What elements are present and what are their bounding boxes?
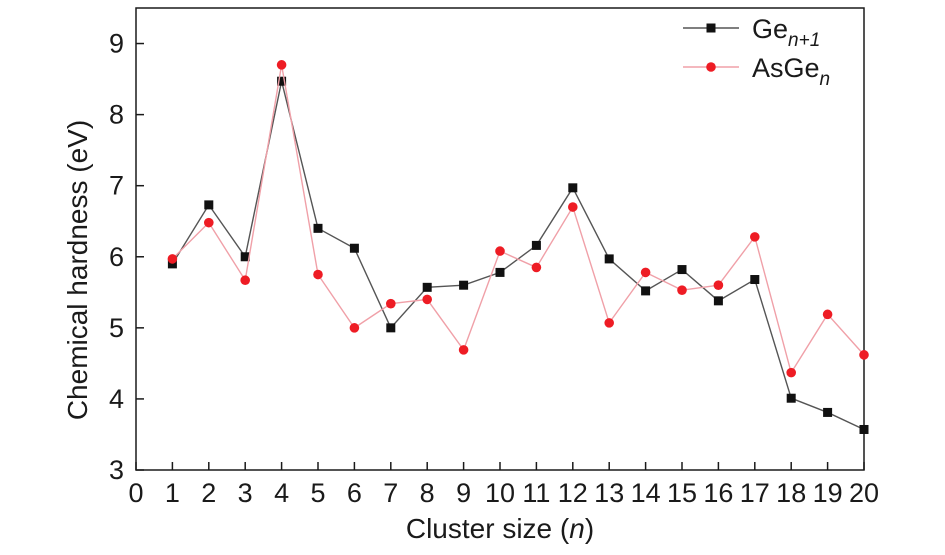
x-tick-label: 14 bbox=[631, 478, 661, 508]
data-point bbox=[786, 393, 796, 403]
x-tick-label: 12 bbox=[558, 478, 588, 508]
series-gen1 bbox=[167, 76, 869, 434]
y-tick-label: 8 bbox=[109, 100, 124, 130]
legend-label-main: Ge bbox=[752, 14, 788, 44]
data-point bbox=[786, 367, 796, 378]
x-tick-label: 17 bbox=[740, 478, 770, 508]
y-axis-title: Chemical hardness (eV) bbox=[62, 120, 93, 420]
legend-label-main: AsGe bbox=[752, 53, 820, 83]
data-point bbox=[349, 323, 360, 333]
data-point bbox=[568, 183, 578, 193]
data-point bbox=[204, 217, 214, 228]
data-point bbox=[240, 252, 250, 262]
x-tick-label: 6 bbox=[347, 478, 362, 508]
data-point bbox=[459, 280, 469, 290]
data-point bbox=[495, 267, 505, 277]
data-point bbox=[604, 318, 614, 328]
data-point bbox=[750, 275, 760, 285]
y-tick-label: 4 bbox=[109, 384, 124, 414]
x-tick-label: 19 bbox=[813, 478, 843, 508]
data-point bbox=[822, 309, 833, 320]
x-axis: 0 1 2 3 4 5 6 7 8 9 10 11 12 13 14 15 16 17 18 19 20 bbox=[128, 462, 879, 508]
x-tick-label: 10 bbox=[485, 478, 515, 508]
data-point bbox=[750, 232, 760, 242]
data-point bbox=[386, 323, 396, 333]
y-tick-label: 5 bbox=[109, 313, 124, 343]
data-point bbox=[313, 269, 323, 280]
data-point bbox=[641, 286, 651, 296]
data-point bbox=[422, 282, 432, 292]
series-layer bbox=[167, 60, 869, 434]
x-tick-label: 13 bbox=[594, 478, 624, 508]
data-point bbox=[531, 262, 542, 273]
x-tick-label: 11 bbox=[522, 478, 550, 508]
data-point bbox=[713, 296, 723, 306]
x-tick-label: 20 bbox=[849, 478, 879, 508]
data-point bbox=[677, 265, 687, 275]
data-point bbox=[568, 202, 578, 212]
data-point bbox=[458, 345, 469, 355]
data-point bbox=[604, 254, 614, 264]
x-tick-label: 8 bbox=[420, 478, 435, 508]
x-tick-label: 15 bbox=[667, 478, 697, 508]
x-tick-label: 2 bbox=[201, 478, 216, 508]
data-point bbox=[495, 246, 505, 256]
y-tick-label: 6 bbox=[109, 242, 124, 272]
data-point bbox=[859, 424, 869, 434]
data-point bbox=[313, 223, 323, 233]
x-tick-label: 3 bbox=[238, 478, 253, 508]
data-point bbox=[823, 407, 833, 417]
data-point bbox=[640, 267, 651, 278]
x-axis-title: Cluster size (n) bbox=[406, 513, 594, 544]
data-point bbox=[677, 285, 687, 295]
x-tick-label: 7 bbox=[383, 478, 398, 508]
y-tick-label: 7 bbox=[109, 171, 124, 201]
series-line bbox=[171, 64, 865, 375]
x-tick-label: 4 bbox=[274, 478, 289, 508]
x-tick-label: 5 bbox=[310, 478, 325, 508]
legend-label-sub: n+1 bbox=[788, 30, 820, 51]
x-tick-label: 0 bbox=[128, 478, 143, 508]
data-point bbox=[167, 259, 177, 269]
data-point bbox=[386, 298, 396, 309]
x-tick-label: 18 bbox=[776, 478, 806, 508]
series-asgen bbox=[167, 60, 869, 378]
legend-label-sub: n bbox=[820, 69, 831, 90]
legend-marker bbox=[706, 23, 716, 33]
legend-marker bbox=[706, 62, 716, 72]
data-point bbox=[167, 254, 178, 264]
legend-label: Gen+1 bbox=[752, 14, 820, 51]
x-axis-title-before: Cluster size ( bbox=[406, 513, 570, 544]
data-point bbox=[277, 76, 287, 86]
data-point bbox=[859, 350, 869, 360]
y-axis: 3 4 5 6 7 8 9 bbox=[109, 29, 144, 485]
legend-item: AsGen bbox=[683, 53, 830, 90]
x-tick-label: 16 bbox=[703, 478, 733, 508]
data-point bbox=[276, 60, 287, 70]
data-point bbox=[349, 243, 359, 253]
legend-label: AsGen bbox=[752, 53, 830, 90]
data-point bbox=[422, 294, 433, 305]
data-point bbox=[531, 240, 541, 250]
y-tick-label: 9 bbox=[109, 29, 124, 59]
data-point bbox=[204, 200, 214, 210]
x-tick-label: 1 bbox=[165, 478, 180, 508]
data-point bbox=[240, 275, 250, 286]
legend-item: Gen+1 bbox=[683, 14, 820, 51]
y-tick-label: 3 bbox=[109, 455, 124, 485]
x-axis-title-italic: n bbox=[569, 513, 585, 544]
x-axis-title-after: ) bbox=[585, 513, 594, 544]
x-tick-label: 9 bbox=[456, 478, 471, 508]
data-point bbox=[713, 280, 724, 291]
